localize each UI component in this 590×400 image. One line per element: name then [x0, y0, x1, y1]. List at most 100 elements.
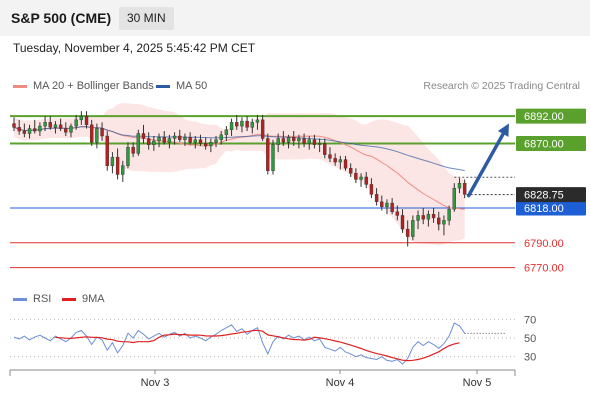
- timeframe-badge[interactable]: 30 MIN: [119, 7, 174, 30]
- candle: [22, 123, 27, 138]
- candle: [214, 136, 218, 148]
- level-label-box: [516, 200, 586, 216]
- candle: [312, 134, 317, 149]
- rsi-9ma-line: [55, 329, 460, 362]
- candle-body: [343, 159, 348, 169]
- candle-body: [431, 214, 436, 219]
- candle-body: [333, 158, 337, 163]
- candle-body: [245, 120, 249, 128]
- rsi-tick-label: 30: [524, 352, 536, 364]
- candle-body: [172, 135, 177, 139]
- candle-body: [33, 128, 37, 132]
- candle-body: [271, 144, 275, 171]
- candle-body: [105, 135, 109, 166]
- forecast-arrow-shaft: [466, 132, 505, 198]
- ma-bb-swatch: [13, 84, 27, 88]
- candle-body: [89, 124, 94, 143]
- candles-layer: [12, 111, 467, 247]
- candle: [17, 119, 21, 135]
- candle-body: [452, 187, 456, 210]
- candle: [84, 111, 89, 129]
- level-label: 6870.00: [524, 138, 564, 150]
- candle-body: [100, 128, 104, 137]
- candle-body: [395, 211, 400, 216]
- legend-9ma-label: 9MA: [82, 293, 105, 305]
- candle: [240, 117, 244, 133]
- candle-body: [38, 125, 42, 132]
- ma50-line: [13, 126, 465, 172]
- candle-body: [79, 115, 84, 121]
- candle: [276, 133, 280, 153]
- bollinger-layer: [14, 103, 465, 246]
- candle: [380, 195, 384, 211]
- legend-ma50-label: MA 50: [176, 80, 208, 92]
- candle: [157, 133, 161, 148]
- candle-body: [193, 139, 198, 143]
- candle-body: [385, 202, 389, 207]
- candle: [333, 153, 337, 166]
- candle: [442, 215, 446, 236]
- candle: [297, 134, 301, 149]
- copyright-text: Research © 2025 Trading Central: [423, 80, 580, 92]
- candle-body: [354, 173, 358, 180]
- price-labels-layer: 6892.00 6870.00 6818.00 6790.00 6770.00 6828.…: [516, 108, 586, 275]
- candle-body: [131, 146, 135, 154]
- candle-body: [183, 137, 187, 140]
- last-price-box: [516, 187, 586, 203]
- candle-body: [359, 176, 363, 180]
- candle: [266, 133, 270, 175]
- timestamp: Tuesday, November 4, 2025 5:45:42 PM CET: [13, 41, 256, 55]
- candle: [405, 220, 410, 247]
- candle: [302, 133, 306, 148]
- candle-body: [48, 122, 52, 128]
- candle: [395, 205, 400, 221]
- legend-rsi: RSI: [13, 293, 51, 305]
- candle: [271, 139, 275, 175]
- candle: [359, 173, 363, 187]
- candle: [235, 114, 239, 130]
- legend-ma-bb-label: MA 20 + Bollinger Bands: [33, 80, 154, 92]
- candle-body: [400, 215, 405, 230]
- level-label: 6818.00: [524, 203, 564, 215]
- candle: [172, 132, 177, 145]
- legend-9ma: 9MA: [62, 293, 105, 305]
- candle: [421, 208, 425, 225]
- candle-body: [84, 115, 89, 126]
- candle: [121, 160, 125, 182]
- candle: [307, 136, 311, 150]
- candle: [53, 121, 58, 134]
- candle-body: [136, 133, 141, 154]
- candle: [141, 124, 146, 144]
- candle: [126, 142, 130, 169]
- candle: [95, 123, 99, 149]
- candle-body: [266, 138, 270, 171]
- level-label-box: [516, 135, 586, 151]
- candle: [255, 114, 260, 130]
- candle-body: [152, 140, 156, 145]
- candle: [115, 148, 120, 180]
- candle-body: [364, 176, 368, 185]
- candle-body: [17, 127, 21, 132]
- candle: [110, 152, 115, 174]
- candle-body: [411, 220, 415, 237]
- candle: [224, 126, 229, 141]
- candle-body: [421, 215, 425, 220]
- candle: [286, 134, 291, 149]
- candle-body: [447, 209, 451, 221]
- candle-body: [260, 119, 265, 139]
- candle-body: [286, 137, 291, 143]
- candle-body: [110, 156, 115, 166]
- candle-body: [317, 143, 322, 145]
- x-axis-label: Nov 4: [326, 377, 355, 389]
- candle: [338, 155, 343, 170]
- candle: [343, 155, 348, 171]
- candle-body: [312, 139, 317, 145]
- candle-body: [74, 119, 78, 127]
- candle: [452, 183, 456, 212]
- candle: [198, 134, 203, 146]
- candle: [152, 136, 156, 151]
- candle: [426, 210, 431, 227]
- x-axis-label: Nov 3: [141, 377, 170, 389]
